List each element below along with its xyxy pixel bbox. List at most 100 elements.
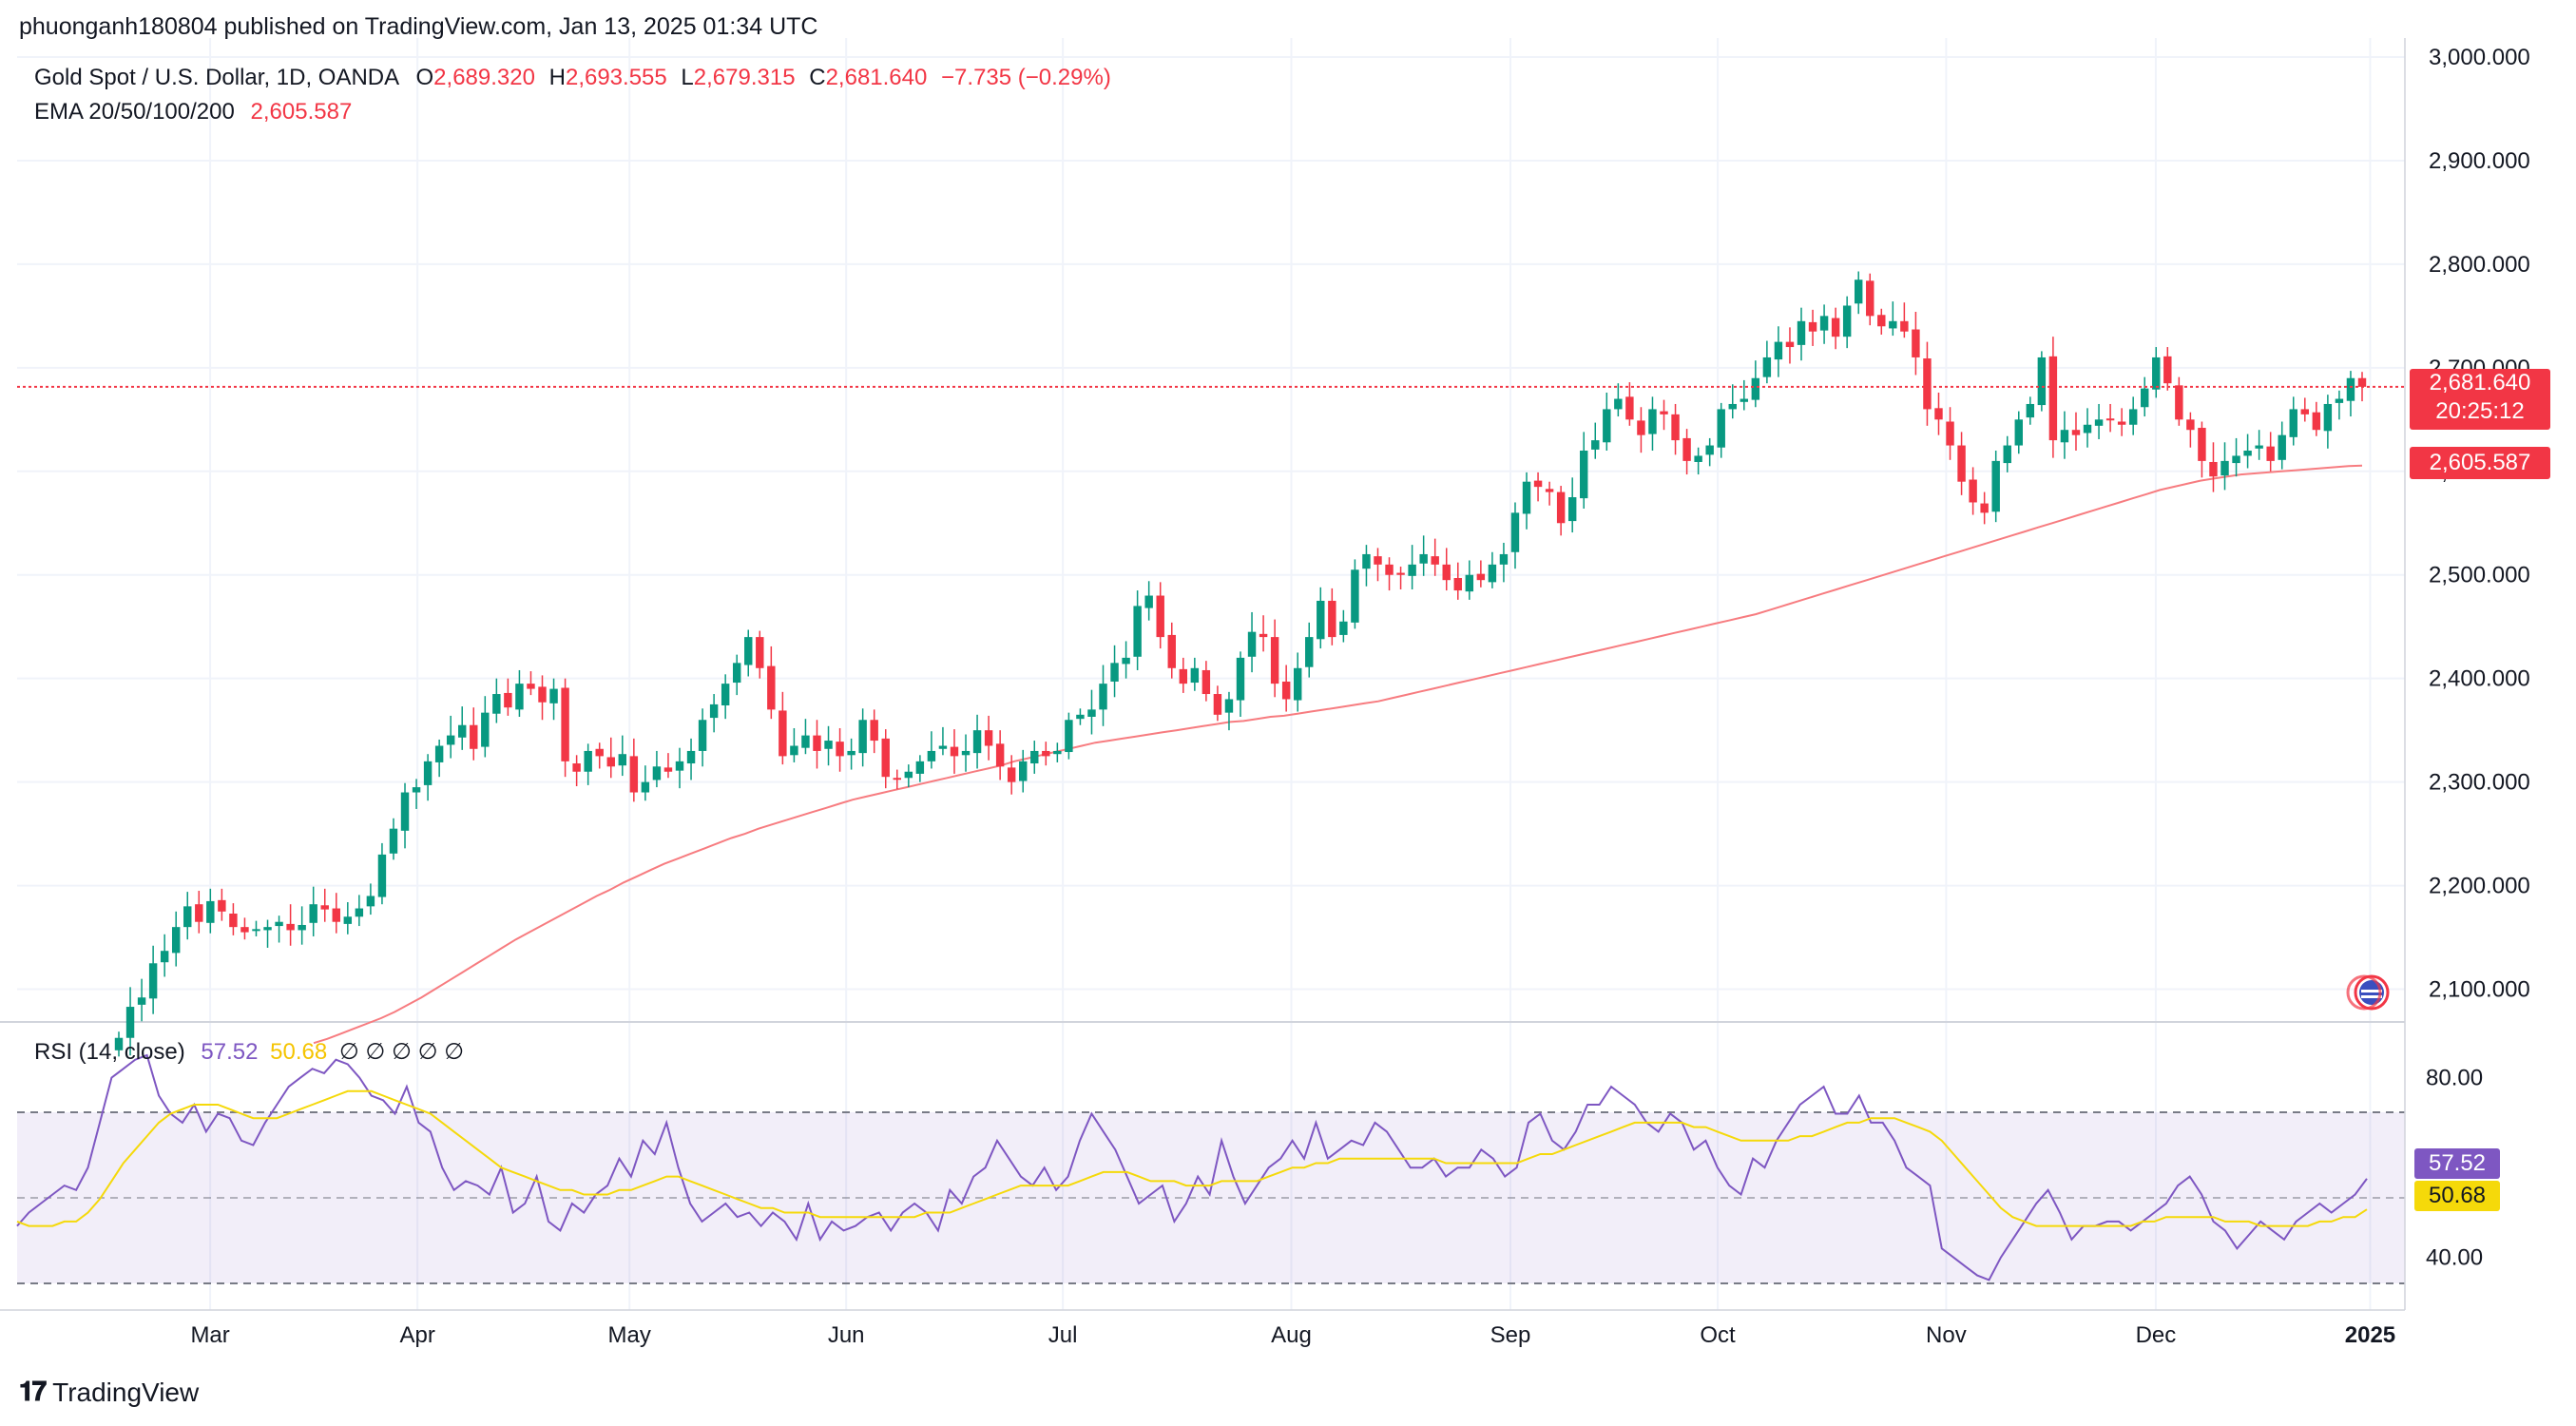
time-tick-label: 2025	[2345, 1322, 2395, 1348]
candle-body	[309, 904, 317, 923]
rsi-axis: 40.00 80.00	[2426, 1066, 2483, 1271]
candle-body	[412, 787, 421, 793]
candle-body	[377, 854, 387, 897]
candle-body	[492, 694, 501, 714]
time-tick-label: Jun	[828, 1322, 865, 1348]
candle-body	[332, 908, 340, 922]
rsi-label: RSI (14, close)	[34, 1039, 185, 1065]
flag-icon[interactable]	[2346, 974, 2390, 1011]
low-value: 2,679.315	[693, 65, 796, 90]
candle-body	[2152, 356, 2161, 390]
candle-body	[2003, 445, 2011, 464]
candle-body	[1510, 512, 1520, 552]
candle-body	[1339, 621, 1348, 635]
candle-body	[1522, 481, 1531, 514]
candle-body	[1980, 503, 1989, 513]
high-label: H	[548, 65, 566, 90]
candle-body	[481, 712, 490, 747]
candle-body	[2198, 428, 2206, 461]
price-tick-label: 3,000.000	[2429, 45, 2530, 70]
low-label: L	[681, 65, 694, 90]
candle-body	[1362, 553, 1371, 569]
candle-body	[195, 904, 203, 922]
candle-body	[2312, 412, 2321, 431]
candle-body	[1156, 595, 1164, 638]
rsi-legend[interactable]: RSI (14, close) 57.52 50.68 ∅ ∅ ∅ ∅ ∅	[34, 1038, 464, 1066]
candle-body	[446, 735, 455, 745]
candle-body	[2105, 418, 2115, 421]
candle-body	[927, 750, 936, 761]
candle-body	[2278, 434, 2286, 460]
close-label: C	[809, 65, 826, 90]
candle-body	[1167, 634, 1176, 668]
candle-body	[1224, 699, 1234, 713]
candle-body	[1567, 497, 1577, 522]
publish-line: phuonganh180804 published on TradingView…	[19, 13, 818, 40]
candle-body	[320, 905, 329, 910]
candle-body	[1144, 595, 1153, 608]
candle-body	[1201, 669, 1211, 695]
candle-body	[2209, 461, 2218, 477]
candle-body	[1682, 437, 1691, 461]
candle-body	[1717, 409, 1725, 448]
candle-body	[847, 750, 855, 756]
candle-body	[1281, 681, 1291, 700]
candle-body	[1122, 657, 1130, 665]
symbol-title: Gold Spot / U.S. Dollar, 1D, OANDA	[34, 65, 398, 90]
candle-body	[1465, 574, 1474, 592]
candle-body	[1762, 356, 1772, 377]
candle-body	[252, 929, 260, 932]
rsi-ma-tag: 50.68	[2414, 1181, 2500, 1211]
candle-body	[2266, 446, 2275, 461]
candle-body	[2255, 445, 2263, 449]
candle-body	[2163, 356, 2172, 384]
candle-body	[400, 792, 410, 831]
candle-body	[1476, 573, 1486, 581]
candle-body	[366, 896, 375, 907]
candle-body	[1499, 553, 1509, 565]
footer-brand-text: TradingView	[52, 1377, 200, 1407]
candle-body	[1556, 491, 1566, 524]
candle-body	[2048, 356, 2058, 441]
candle-body	[606, 757, 615, 767]
candle-body	[2128, 409, 2138, 425]
candle-body	[527, 684, 535, 689]
candle-body	[1065, 720, 1073, 753]
price-tick-label: 2,200.000	[2429, 874, 2530, 899]
candle-body	[2323, 403, 2333, 432]
candle-body	[1957, 445, 1966, 482]
last-price-value: 2,681.640	[2429, 370, 2531, 395]
candle-body	[2071, 430, 2081, 435]
ema-legend[interactable]: EMA 20/50/100/200 2,605.587	[34, 99, 352, 125]
tradingview-logo-icon: 𝟏𝟕	[19, 1377, 47, 1406]
candle-body	[1660, 411, 1668, 414]
candle-body	[2117, 421, 2126, 425]
time-tick-label: Jul	[1048, 1322, 1078, 1348]
candle-body	[1385, 564, 1394, 575]
price-tick-label: 2,900.000	[2429, 148, 2530, 174]
high-value: 2,693.555	[565, 65, 667, 90]
candle-body	[1545, 489, 1554, 492]
candle-body	[1591, 440, 1600, 450]
change-value: −7.735 (−0.29%)	[941, 65, 1111, 90]
candle-body	[698, 720, 707, 751]
candle-body	[1053, 750, 1062, 755]
candle-body	[1854, 279, 1863, 304]
candle-body	[1488, 564, 1497, 583]
candle-body	[434, 745, 444, 762]
candle-body	[1087, 709, 1096, 717]
candle-body	[2083, 424, 2092, 434]
candle-body	[1797, 320, 1806, 345]
rsi-extra-values: ∅ ∅ ∅ ∅ ∅	[338, 1039, 465, 1065]
candle-body	[790, 745, 798, 756]
candle-body	[1030, 750, 1039, 764]
footer-brand[interactable]: 𝟏𝟕 TradingView	[19, 1377, 199, 1408]
candle-body	[114, 1037, 124, 1050]
candle-body	[171, 927, 181, 954]
candle-body	[1396, 572, 1405, 575]
candle-body	[2346, 377, 2355, 401]
candle-body	[549, 688, 558, 703]
candle-body	[950, 746, 959, 757]
candle-body	[641, 781, 650, 793]
